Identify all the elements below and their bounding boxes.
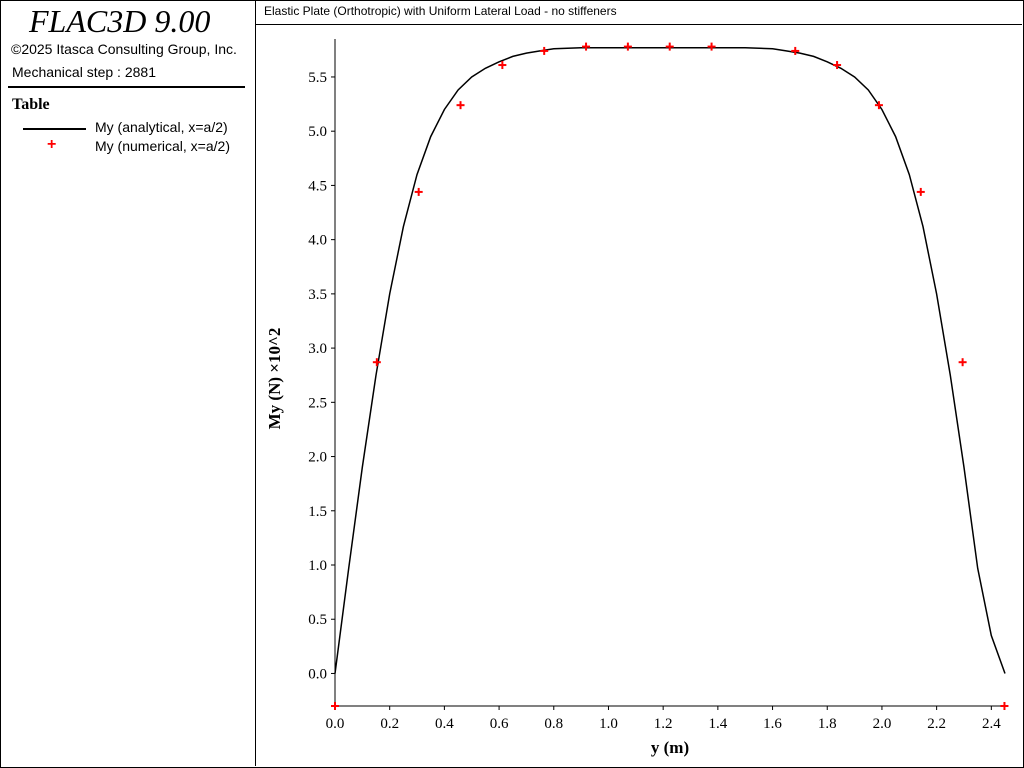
line-swatch-icon bbox=[23, 128, 86, 130]
numerical-data-point bbox=[916, 187, 925, 196]
numerical-data-point bbox=[707, 42, 716, 51]
numerical-data-point bbox=[665, 42, 674, 51]
numerical-data-point bbox=[833, 61, 842, 70]
x-tick-label: 0.4 bbox=[435, 716, 454, 732]
analytical-series-line bbox=[334, 46, 1006, 674]
x-tick-label: 2.2 bbox=[927, 716, 946, 732]
x-tick-label: 0.8 bbox=[544, 716, 563, 732]
legend-label-numerical: My (numerical, x=a/2) bbox=[95, 138, 230, 154]
copyright-text: ©2025 Itasca Consulting Group, Inc. bbox=[11, 41, 237, 57]
x-tick-label: 0.6 bbox=[490, 716, 509, 732]
numerical-data-point bbox=[874, 101, 883, 110]
numerical-data-point bbox=[791, 46, 800, 55]
chart-axes bbox=[334, 39, 1005, 707]
y-tick-label: 4.0 bbox=[308, 233, 327, 249]
legend-entry-numerical: + My (numerical, x=a/2) bbox=[1, 136, 255, 156]
numerical-data-point bbox=[372, 358, 381, 367]
x-axis-label: y (m) bbox=[651, 738, 689, 757]
mechanical-step-status: Mechanical step : 2881 bbox=[12, 64, 156, 80]
y-tick-label: 5.5 bbox=[308, 70, 327, 86]
chart-series bbox=[331, 42, 1009, 710]
y-tick-label: 5.0 bbox=[308, 124, 327, 140]
y-axis-label: My (N) ×10^2 bbox=[265, 328, 284, 430]
app-title: FLAC3D 9.00 bbox=[29, 3, 211, 39]
numerical-data-point bbox=[331, 702, 339, 710]
x-tick-label: 1.6 bbox=[763, 716, 782, 732]
legend-entry-analytical: My (analytical, x=a/2) bbox=[1, 119, 255, 137]
numerical-data-point bbox=[582, 42, 591, 51]
numerical-data-point bbox=[958, 358, 967, 367]
y-tick-label: 0.0 bbox=[308, 666, 327, 682]
plus-marker-icon: + bbox=[47, 136, 57, 153]
y-tick-label: 2.5 bbox=[308, 395, 327, 411]
legend-panel: FLAC3D 9.00 ©2025 Itasca Consulting Grou… bbox=[1, 1, 256, 766]
x-tick-label: 0.2 bbox=[380, 716, 399, 732]
x-tick-label: 0.0 bbox=[326, 716, 345, 732]
y-tick-label: 1.5 bbox=[308, 504, 327, 520]
numerical-data-point bbox=[456, 101, 465, 110]
chart-header: Elastic Plate (Orthotropic) with Uniform… bbox=[256, 1, 1022, 25]
numerical-data-point bbox=[498, 61, 507, 70]
x-tick-label: 1.4 bbox=[708, 716, 727, 732]
numerical-data-point bbox=[414, 187, 423, 196]
x-tick-label: 1.0 bbox=[599, 716, 618, 732]
x-tick-label: 2.0 bbox=[873, 716, 892, 732]
y-tick-label: 3.0 bbox=[308, 341, 327, 357]
y-tick-label: 3.5 bbox=[308, 287, 327, 303]
numerical-data-point bbox=[623, 42, 632, 51]
chart-plot: 0.0 0.2 0.4 0.6 0.8 1.0 1.2 1.4 1.6 1.8 2.0 2.2 2.4 0… bbox=[265, 39, 1009, 757]
chart-ticks: 0.0 0.2 0.4 0.6 0.8 1.0 1.2 1.4 1.6 1.8 2.0 2.2 2.4 0… bbox=[308, 70, 1001, 732]
y-tick-label: 2.0 bbox=[308, 450, 327, 466]
header-divider bbox=[8, 86, 245, 88]
legend-label-analytical: My (analytical, x=a/2) bbox=[95, 119, 228, 135]
y-tick-label: 0.5 bbox=[308, 612, 327, 628]
y-tick-label: 4.5 bbox=[308, 178, 327, 194]
legend-heading: Table bbox=[12, 96, 50, 113]
y-tick-label: 1.0 bbox=[308, 558, 327, 574]
x-tick-label: 2.4 bbox=[982, 716, 1001, 732]
numerical-data-point bbox=[540, 46, 549, 55]
x-tick-label: 1.2 bbox=[654, 716, 673, 732]
numerical-data-point bbox=[1000, 702, 1009, 710]
chart-title: Elastic Plate (Orthotropic) with Uniform… bbox=[264, 4, 617, 18]
x-tick-label: 1.8 bbox=[818, 716, 837, 732]
